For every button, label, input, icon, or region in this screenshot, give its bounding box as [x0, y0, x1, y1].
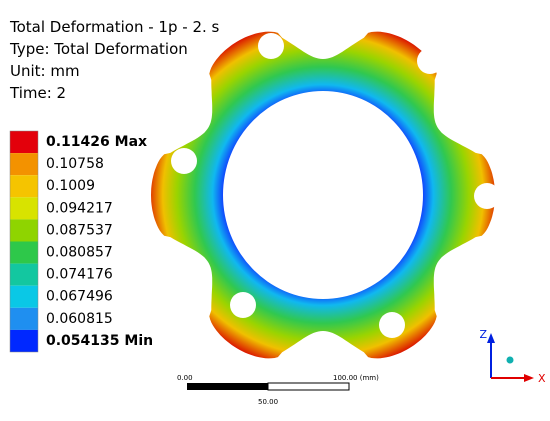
legend-swatch [10, 131, 38, 154]
legend-swatch [10, 263, 38, 286]
header-line: Time: 2 [9, 84, 66, 102]
legend-swatch [10, 153, 38, 176]
legend-label: 0.11426 Max [46, 134, 147, 150]
scale-mid: 50.00 [258, 398, 278, 406]
scale-start: 0.00 [177, 374, 193, 382]
legend-swatch [10, 307, 38, 330]
legend-label: 0.094217 [46, 200, 113, 216]
scale-end: 100.00 (mm) [333, 374, 379, 382]
bolt-holes [171, 33, 500, 338]
legend-label: 0.074176 [46, 267, 113, 283]
legend: 0.11426 Max 0.10758 0.1009 0.094217 0.087537… [9, 130, 153, 353]
legend-swatch [10, 241, 38, 264]
legend-label: 0.087537 [46, 222, 113, 238]
legend-swatch [10, 329, 38, 352]
header-line: Unit: mm [10, 62, 80, 80]
axis-triad: Z X [479, 328, 546, 385]
header: Total Deformation - 1p - 2. s Type: Total… [9, 18, 220, 102]
header-line: Type: Total Deformation [9, 40, 188, 58]
legend-swatch [10, 285, 38, 308]
legend-label: 0.054135 Min [46, 333, 153, 349]
legend-label: 0.060815 [46, 311, 113, 327]
z-label: Z [479, 328, 487, 341]
legend-swatch [10, 175, 38, 198]
flange-part [151, 31, 495, 359]
legend-label: 0.067496 [46, 289, 113, 305]
legend-label: 0.1009 [46, 178, 95, 194]
legend-swatch [10, 197, 38, 220]
legend-frame [9, 130, 39, 353]
x-label: X [538, 372, 546, 385]
legend-swatch [10, 219, 38, 242]
scale-bar: 0.00 100.00 (mm) 50.00 [177, 374, 379, 406]
legend-label: 0.080857 [46, 245, 113, 261]
legend-label: 0.10758 [46, 156, 104, 172]
header-line: Total Deformation - 1p - 2. s [9, 18, 220, 36]
